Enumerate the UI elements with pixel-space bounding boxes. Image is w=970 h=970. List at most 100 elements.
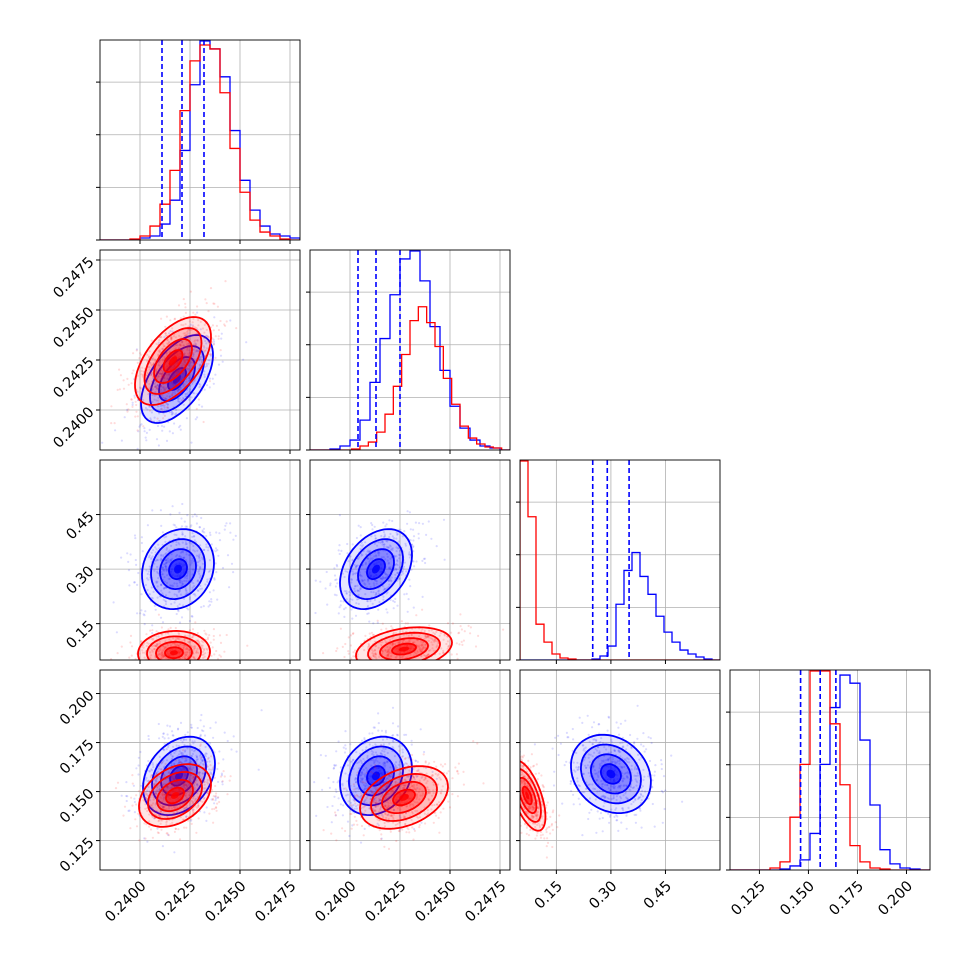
red-sample-point bbox=[195, 770, 198, 773]
red-sample-point bbox=[116, 388, 119, 391]
red-sample-point bbox=[191, 321, 194, 324]
red-sample-point bbox=[363, 649, 366, 652]
red-sample-point bbox=[161, 652, 164, 655]
red-sample-point bbox=[428, 663, 430, 665]
blue-sample-point bbox=[387, 567, 391, 570]
red-sample-point bbox=[161, 358, 164, 361]
red-sample-point bbox=[206, 648, 209, 651]
red-sample-point bbox=[170, 336, 173, 339]
red-sample-point bbox=[438, 776, 441, 779]
red-sample-point bbox=[423, 663, 425, 665]
blue-sample-point bbox=[158, 788, 161, 791]
red-sample-point bbox=[390, 665, 392, 667]
red-sample-point bbox=[184, 686, 186, 688]
blue-sample-point bbox=[205, 364, 209, 367]
blue-sample-point bbox=[342, 600, 345, 603]
blue-sample-point bbox=[150, 558, 153, 561]
red-sample-point bbox=[420, 655, 423, 658]
blue-sample-point bbox=[150, 596, 153, 600]
blue-sample-point bbox=[198, 754, 202, 757]
red-sample-point bbox=[367, 646, 370, 649]
red-sample-point bbox=[182, 765, 185, 768]
blue-sample-point bbox=[205, 362, 208, 366]
red-sample-point bbox=[201, 800, 204, 804]
red-sample-point bbox=[144, 791, 147, 794]
blue-sample-point bbox=[395, 550, 398, 553]
red-sample-point bbox=[192, 775, 195, 779]
blue-sample-point bbox=[389, 766, 392, 769]
blue-sample-point bbox=[381, 541, 384, 544]
blue-sample-point bbox=[209, 742, 212, 745]
blue-sample-point bbox=[409, 539, 412, 542]
blue-sample-point bbox=[193, 539, 196, 542]
blue-sample-point bbox=[190, 726, 193, 729]
red-sample-point bbox=[212, 329, 215, 332]
blue-density-fill bbox=[173, 374, 181, 384]
red-sample-point bbox=[210, 773, 213, 776]
blue-sample-point bbox=[155, 789, 158, 792]
blue-sample-point bbox=[226, 739, 229, 743]
red-sample-point bbox=[161, 651, 164, 654]
red-sample-point bbox=[411, 753, 414, 757]
blue-sample-point bbox=[199, 588, 202, 591]
red-sample-point bbox=[159, 642, 162, 645]
blue-sample-point bbox=[365, 767, 368, 770]
blue-sample-point bbox=[407, 553, 411, 556]
red-sample-point bbox=[202, 345, 205, 348]
red-sample-point bbox=[162, 790, 165, 793]
blue-sample-point bbox=[169, 584, 172, 587]
blue-sample-point bbox=[137, 571, 140, 575]
blue-sample-point bbox=[144, 610, 147, 613]
blue-sample-point bbox=[386, 591, 389, 594]
blue-sample-point bbox=[153, 416, 156, 419]
blue-sample-point bbox=[203, 796, 206, 799]
red-sample-point bbox=[385, 654, 388, 657]
red-sample-point bbox=[194, 790, 198, 794]
blue-sample-point bbox=[198, 382, 201, 386]
blue-sample-point bbox=[391, 706, 395, 709]
blue-sample-point bbox=[173, 851, 176, 854]
blue-sample-point bbox=[363, 773, 367, 776]
blue-sample-point bbox=[353, 585, 357, 588]
red-sample-point bbox=[164, 372, 167, 376]
blue-sample-point bbox=[347, 800, 350, 803]
blue-sample-point bbox=[192, 355, 195, 358]
blue-sample-point bbox=[189, 525, 192, 528]
red-sample-point bbox=[164, 632, 167, 635]
blue-sample-point bbox=[196, 758, 199, 761]
blue-sample-point bbox=[442, 518, 446, 521]
blue-sample-point bbox=[352, 758, 355, 761]
blue-sample-point bbox=[175, 744, 178, 747]
red-sample-point bbox=[160, 375, 163, 378]
red-sample-point bbox=[177, 347, 180, 350]
blue-sample-point bbox=[146, 577, 149, 580]
blue-sample-point bbox=[153, 394, 156, 397]
blue-sample-point bbox=[388, 566, 391, 569]
red-sample-point bbox=[114, 787, 118, 790]
blue-sample-point bbox=[362, 789, 366, 792]
blue-sample-point bbox=[339, 766, 342, 769]
blue-sample-point bbox=[383, 797, 386, 800]
red-sample-point bbox=[177, 664, 179, 666]
blue-sample-point bbox=[409, 553, 412, 557]
blue-sample-point bbox=[163, 563, 166, 566]
blue-sample-point bbox=[315, 814, 318, 818]
red-sample-point bbox=[202, 647, 206, 651]
red-sample-point bbox=[164, 663, 166, 665]
blue-sample-point bbox=[398, 549, 401, 553]
red-sample-point bbox=[152, 357, 155, 360]
red-sample-point bbox=[203, 331, 206, 334]
red-sample-point bbox=[374, 656, 377, 659]
blue-sample-point bbox=[332, 766, 336, 770]
red-sample-point bbox=[183, 634, 186, 637]
red-sample-point bbox=[163, 793, 166, 796]
blue-sample-point bbox=[376, 544, 379, 547]
red-sample-point bbox=[400, 620, 403, 623]
red-sample-point bbox=[201, 335, 204, 338]
red-sample-point bbox=[162, 417, 165, 420]
red-sample-point bbox=[448, 644, 451, 647]
red-sample-point bbox=[219, 775, 223, 778]
red-contour bbox=[165, 786, 185, 805]
blue-sample-point bbox=[387, 562, 390, 565]
blue-sample-point bbox=[148, 405, 151, 408]
